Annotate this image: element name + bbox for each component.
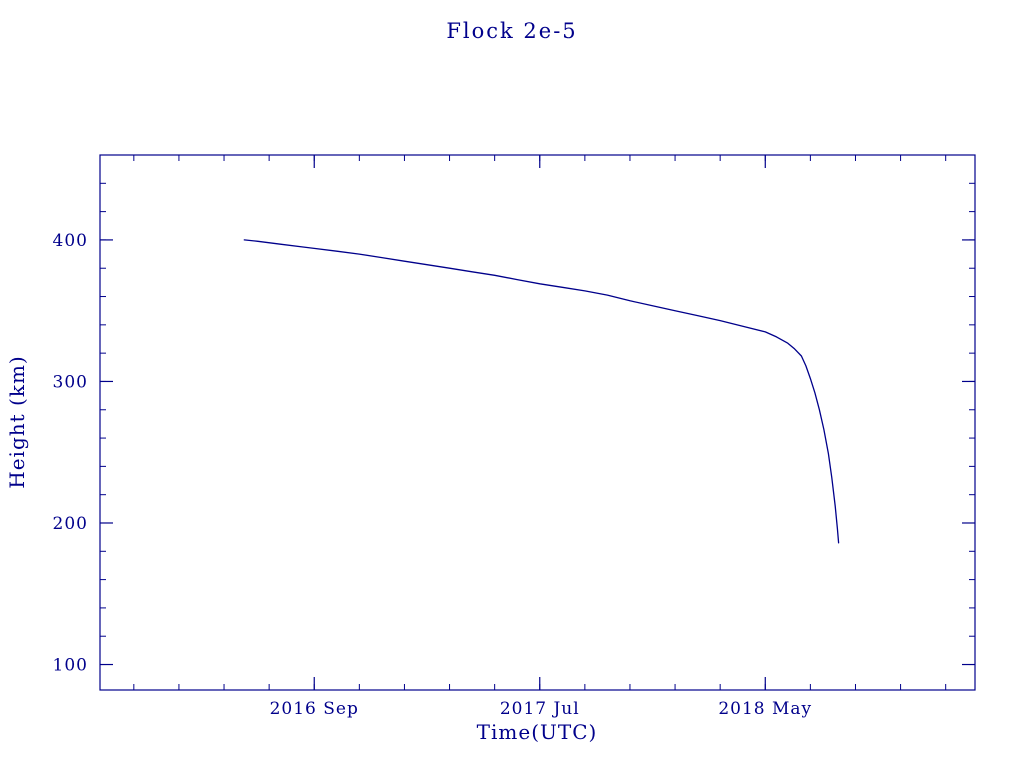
x-tick-label: 2016 Sep <box>270 699 359 719</box>
plot-frame <box>99 154 976 691</box>
y-tick-label: 100 <box>53 656 88 676</box>
x-tick-label: 2018 May <box>718 699 812 719</box>
x-axis-label: Time(UTC) <box>476 720 598 744</box>
chart-title: Flock 2e-5 <box>446 19 578 43</box>
y-tick-label: 400 <box>53 231 88 251</box>
series-line <box>243 239 840 544</box>
x-tick-label: 2017 Jul <box>500 699 580 719</box>
y-tick-label: 300 <box>53 372 88 392</box>
y-tick-label: 200 <box>53 514 88 534</box>
